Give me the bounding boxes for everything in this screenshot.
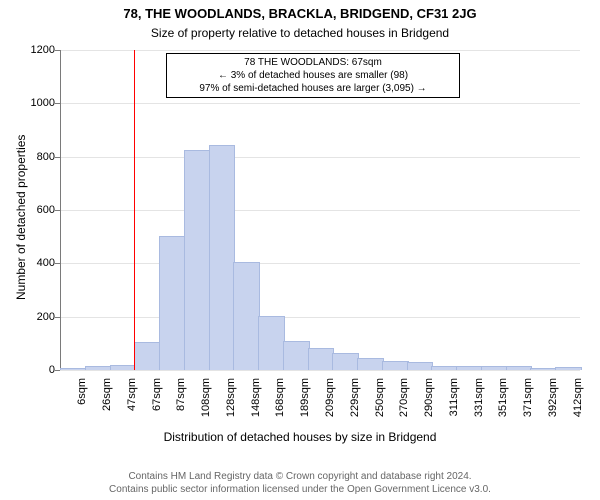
- xtick-label: 331sqm: [473, 378, 485, 438]
- callout-line3: 97% of semi-detached houses are larger (…: [173, 82, 453, 95]
- xtick-label: 67sqm: [151, 378, 163, 438]
- gridline: [60, 263, 580, 264]
- y-axis-line: [60, 50, 61, 370]
- footer-line1: Contains HM Land Registry data © Crown c…: [0, 471, 600, 484]
- xtick-label: 87sqm: [175, 378, 187, 438]
- gridline: [60, 103, 580, 104]
- histogram-bar: [332, 353, 359, 370]
- histogram-bar: [209, 145, 236, 370]
- histogram-bar: [431, 366, 458, 370]
- histogram-bar: [481, 366, 508, 370]
- xtick-label: 209sqm: [324, 378, 336, 438]
- callout-line1: 78 THE WOODLANDS: 67sqm: [173, 56, 453, 69]
- histogram-bar: [85, 366, 112, 370]
- histogram-bar: [530, 368, 557, 370]
- histogram-bar: [233, 262, 260, 370]
- ytick-label: 600: [15, 204, 55, 216]
- footer-line2: Contains public sector information licen…: [0, 484, 600, 497]
- ytick-label: 200: [15, 311, 55, 323]
- plot-area: 0200400600800100012006sqm26sqm47sqm67sqm…: [60, 50, 580, 370]
- xtick-label: 108sqm: [200, 378, 212, 438]
- xtick-label: 270sqm: [398, 378, 410, 438]
- histogram-bar: [456, 366, 483, 370]
- xtick-label: 250sqm: [374, 378, 386, 438]
- gridline: [60, 157, 580, 158]
- histogram-bar: [382, 361, 409, 370]
- ytick-label: 1200: [15, 44, 55, 56]
- histogram-bar: [110, 365, 137, 370]
- chart-title-line2: Size of property relative to detached ho…: [0, 26, 600, 40]
- xtick-label: 229sqm: [349, 378, 361, 438]
- chart-title-line1: 78, THE WOODLANDS, BRACKLA, BRIDGEND, CF…: [0, 6, 600, 21]
- histogram-bar: [283, 341, 310, 370]
- histogram-bar: [308, 348, 335, 370]
- xtick-label: 351sqm: [497, 378, 509, 438]
- property-marker-line: [134, 50, 135, 370]
- gridline: [60, 370, 580, 371]
- histogram-bar: [555, 367, 582, 370]
- xtick-label: 392sqm: [547, 378, 559, 438]
- ytick-label: 800: [15, 151, 55, 163]
- histogram-bar: [506, 366, 533, 370]
- xtick-label: 290sqm: [423, 378, 435, 438]
- gridline: [60, 210, 580, 211]
- callout-line2: ← 3% of detached houses are smaller (98): [173, 69, 453, 82]
- xtick-label: 26sqm: [101, 378, 113, 438]
- chart-frame: { "title_line1": "78, THE WOODLANDS, BRA…: [0, 0, 600, 500]
- histogram-bar: [134, 342, 161, 370]
- histogram-bar: [184, 150, 211, 370]
- ytick-label: 0: [15, 364, 55, 376]
- xtick-label: 6sqm: [76, 378, 88, 438]
- histogram-bar: [258, 316, 285, 370]
- xtick-label: 128sqm: [225, 378, 237, 438]
- footer-attribution: Contains HM Land Registry data © Crown c…: [0, 471, 600, 496]
- histogram-bar: [60, 368, 87, 370]
- gridline: [60, 317, 580, 318]
- histogram-bar: [357, 358, 384, 370]
- xtick-label: 189sqm: [299, 378, 311, 438]
- xtick-label: 148sqm: [250, 378, 262, 438]
- xtick-label: 311sqm: [448, 378, 460, 438]
- x-axis-label: Distribution of detached houses by size …: [0, 430, 600, 444]
- xtick-label: 412sqm: [572, 378, 584, 438]
- ytick-mark: [55, 370, 60, 371]
- xtick-label: 371sqm: [522, 378, 534, 438]
- ytick-label: 1000: [15, 97, 55, 109]
- ytick-label: 400: [15, 257, 55, 269]
- histogram-bar: [159, 236, 186, 370]
- gridline: [60, 50, 580, 51]
- xtick-label: 168sqm: [274, 378, 286, 438]
- xtick-label: 47sqm: [126, 378, 138, 438]
- property-callout: 78 THE WOODLANDS: 67sqm← 3% of detached …: [166, 53, 460, 98]
- histogram-bar: [407, 362, 434, 370]
